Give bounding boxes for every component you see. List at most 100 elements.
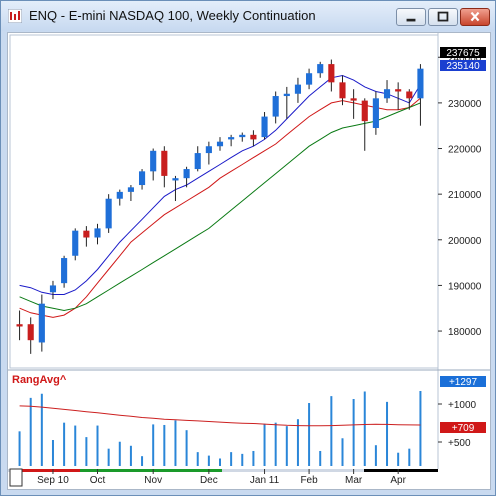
range-tag-blue: +1297: [440, 376, 486, 388]
lower-tick-1000: +1000: [448, 400, 477, 411]
candlesticks[interactable]: [16, 59, 424, 354]
close-button[interactable]: [460, 8, 490, 26]
candle-body-up: [306, 73, 313, 85]
ma-price-tag-text: 235140: [446, 61, 480, 72]
candle[interactable]: [361, 98, 368, 151]
candle[interactable]: [239, 132, 246, 142]
lower-tick-500: +500: [448, 438, 471, 449]
candle[interactable]: [372, 91, 379, 135]
candle[interactable]: [328, 59, 335, 92]
candle[interactable]: [183, 166, 190, 188]
candle-body-down: [27, 324, 34, 341]
maximize-button[interactable]: [428, 8, 458, 26]
candle-body-up: [172, 178, 179, 181]
candle[interactable]: [138, 169, 146, 190]
time-segment-green: [80, 469, 222, 472]
candle-body-up: [383, 89, 391, 99]
candle[interactable]: [72, 228, 79, 261]
candle[interactable]: [16, 310, 23, 341]
candle[interactable]: [228, 134, 235, 147]
candle[interactable]: [306, 68, 313, 90]
candle-body-up: [417, 68, 424, 99]
time-segment-black: [364, 469, 438, 472]
ma-price-tag: 235140: [440, 60, 486, 72]
title-bar[interactable]: ENQ - E-mini NASDAQ 100, Weekly Continua…: [1, 1, 495, 31]
time-tick-label: Mar: [345, 475, 363, 486]
time-tick-label: Oct: [90, 475, 106, 486]
candle[interactable]: [339, 75, 346, 106]
candle[interactable]: [27, 317, 34, 354]
candle-body-up: [138, 171, 146, 186]
candle-body-down: [16, 324, 23, 327]
candle[interactable]: [38, 294, 45, 352]
candle[interactable]: [294, 77, 302, 103]
candle[interactable]: [150, 148, 157, 181]
candle[interactable]: [406, 89, 413, 110]
candle-body-up: [239, 134, 246, 138]
candle-body-down: [395, 89, 402, 92]
price-tick-label: 220000: [448, 145, 482, 156]
candle[interactable]: [317, 61, 324, 78]
volume-bars[interactable]: [18, 391, 422, 466]
candle-body-down: [361, 100, 368, 122]
candle-body-down: [161, 150, 168, 176]
scroll-handle[interactable]: [9, 468, 23, 487]
candle[interactable]: [216, 137, 224, 151]
candle-body-up: [94, 228, 101, 238]
candle-body-down: [328, 64, 335, 83]
candle-body-down: [339, 82, 346, 99]
chart-area[interactable]: 240000 230000 220000 210000 200000 190000 1800…: [7, 32, 491, 490]
candle-body-up: [261, 116, 268, 138]
candle[interactable]: [94, 223, 101, 245]
candle[interactable]: [261, 112, 268, 140]
candle-body-up: [283, 93, 290, 97]
candle-body-up: [150, 150, 157, 172]
candle[interactable]: [172, 175, 179, 201]
price-tick-label: 200000: [448, 236, 482, 247]
candle-body-up: [61, 258, 68, 284]
candle[interactable]: [250, 130, 257, 147]
candle[interactable]: [350, 89, 357, 119]
candle-body-up: [228, 137, 235, 140]
candle[interactable]: [127, 185, 134, 201]
candle[interactable]: [417, 64, 424, 126]
candle-body-up: [216, 141, 224, 147]
price-tick-label: 180000: [448, 327, 482, 338]
candle[interactable]: [83, 226, 90, 247]
close-icon: [470, 11, 480, 22]
candle[interactable]: [383, 80, 391, 103]
candle[interactable]: [272, 91, 279, 124]
range-average-polyline: [19, 405, 421, 427]
candle[interactable]: [194, 146, 201, 172]
candle[interactable]: [61, 255, 68, 288]
candle-body-up: [205, 146, 212, 154]
candle-body-down: [83, 230, 90, 238]
candle-body-up: [38, 303, 45, 343]
minimize-button[interactable]: [396, 8, 426, 26]
price-tick-label: 230000: [448, 99, 482, 110]
price-pane[interactable]: [9, 34, 439, 369]
time-axis[interactable]: Sep 10 Oct Nov Dec Jan 11 Feb Mar Apr: [37, 469, 407, 486]
candle-body-up: [49, 285, 57, 293]
candle-body-up: [183, 169, 190, 179]
candle[interactable]: [49, 280, 57, 300]
window-title: ENQ - E-mini NASDAQ 100, Weekly Continua…: [29, 8, 316, 23]
ma-slow-line: [19, 102, 421, 312]
ma-fast-line: [19, 74, 421, 295]
candle[interactable]: [395, 82, 402, 110]
candle[interactable]: [161, 146, 168, 188]
lower-axis[interactable]: +1000 +500: [438, 400, 477, 449]
chart-canvas[interactable]: 240000 230000 220000 210000 200000 190000 1800…: [8, 33, 490, 489]
candle[interactable]: [283, 86, 290, 119]
time-tick-label: Nov: [144, 475, 162, 486]
candle[interactable]: [205, 141, 212, 165]
candle[interactable]: [116, 189, 123, 206]
candle[interactable]: [105, 194, 112, 233]
time-tick-label: Apr: [390, 475, 406, 486]
price-axis[interactable]: 240000 230000 220000 210000 200000 190000 1800…: [438, 53, 482, 338]
candle-body-up: [272, 96, 279, 117]
time-segment-red-1: [22, 469, 80, 472]
app-chart-icon: [8, 9, 22, 23]
candle-body-down: [406, 91, 413, 99]
